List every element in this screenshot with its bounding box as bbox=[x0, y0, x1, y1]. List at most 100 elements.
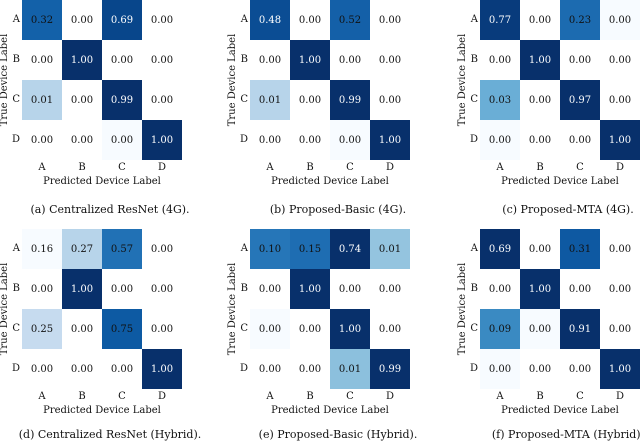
matrix-cell: 0.99 bbox=[102, 80, 142, 120]
matrix-cell: 0.00 bbox=[560, 40, 600, 80]
matrix-cell: 0.69 bbox=[480, 229, 520, 269]
matrix-cell: 0.00 bbox=[520, 349, 560, 389]
matrix-cell: 1.00 bbox=[142, 120, 182, 160]
matrix-cell: 0.00 bbox=[330, 120, 370, 160]
matrix-cell: 0.01 bbox=[370, 229, 410, 269]
matrix-cell: 0.00 bbox=[600, 0, 640, 40]
x-tick-label: D bbox=[157, 162, 167, 173]
matrix-cell: 0.00 bbox=[62, 120, 102, 160]
matrix-cell: 0.52 bbox=[330, 0, 370, 40]
matrix-cell: 0.01 bbox=[330, 349, 370, 389]
matrix-cell: 0.16 bbox=[22, 229, 62, 269]
matrix-cell: 0.00 bbox=[600, 80, 640, 120]
matrix-cell: 0.03 bbox=[480, 80, 520, 120]
subfigure-caption: (f) Proposed-MTA (Hybrid). bbox=[491, 428, 640, 441]
matrix-cell: 0.00 bbox=[600, 309, 640, 349]
y-tick-label: B bbox=[470, 54, 478, 65]
matrix-cell: 0.00 bbox=[142, 269, 182, 309]
matrix-cell: 1.00 bbox=[370, 120, 410, 160]
y-tick-label: C bbox=[240, 323, 248, 334]
confusion-matrix: 0.16 0.27 0.57 0.00 0.00 1.00 0.00 0.00 0.25 0.00… bbox=[22, 229, 182, 389]
matrix-cell: 0.00 bbox=[22, 120, 62, 160]
matrix-cell: 0.00 bbox=[102, 349, 142, 389]
x-tick-label: D bbox=[385, 391, 395, 402]
matrix-cell: 0.00 bbox=[520, 80, 560, 120]
matrix-cell: 0.00 bbox=[250, 349, 290, 389]
matrix-cell: 0.00 bbox=[102, 120, 142, 160]
y-tick-label: C bbox=[240, 94, 248, 105]
x-tick-label: D bbox=[615, 162, 625, 173]
matrix-cell: 0.00 bbox=[520, 0, 560, 40]
y-tick-label: B bbox=[12, 283, 20, 294]
matrix-cell: 0.25 bbox=[22, 309, 62, 349]
matrix-cell: 0.00 bbox=[480, 120, 520, 160]
y-tick-label: C bbox=[470, 94, 478, 105]
y-tick-label: D bbox=[240, 134, 249, 145]
matrix-cell: 0.00 bbox=[290, 349, 330, 389]
matrix-cell: 0.48 bbox=[250, 0, 290, 40]
matrix-cell: 0.00 bbox=[520, 120, 560, 160]
y-tick-label: B bbox=[12, 54, 20, 65]
y-tick-label: D bbox=[470, 134, 479, 145]
matrix-cell: 0.01 bbox=[22, 80, 62, 120]
matrix-cell: 1.00 bbox=[520, 269, 560, 309]
matrix-cell: 1.00 bbox=[330, 309, 370, 349]
matrix-cell: 0.00 bbox=[250, 120, 290, 160]
x-axis-label: Predicted Device Label bbox=[271, 405, 389, 416]
x-tick-label: C bbox=[576, 162, 584, 173]
subfigure-caption: (a) Centralized ResNet (4G). bbox=[30, 203, 190, 216]
y-tick-label: D bbox=[470, 363, 479, 374]
x-tick-label: A bbox=[266, 391, 274, 402]
matrix-cell: 0.10 bbox=[250, 229, 290, 269]
matrix-cell: 0.00 bbox=[22, 349, 62, 389]
matrix-cell: 0.00 bbox=[600, 269, 640, 309]
matrix-cell: 0.00 bbox=[560, 349, 600, 389]
matrix-cell: 0.00 bbox=[142, 80, 182, 120]
matrix-cell: 0.77 bbox=[480, 0, 520, 40]
matrix-cell: 1.00 bbox=[520, 40, 560, 80]
y-tick-label: C bbox=[470, 323, 478, 334]
x-axis-label: Predicted Device Label bbox=[43, 405, 161, 416]
subfigure-caption: (b) Proposed-Basic (4G). bbox=[269, 203, 407, 216]
x-tick-label: A bbox=[266, 162, 274, 173]
x-tick-label: B bbox=[536, 391, 544, 402]
matrix-cell: 1.00 bbox=[290, 40, 330, 80]
x-tick-label: A bbox=[496, 391, 504, 402]
confusion-matrix-panel: 0.32 0.00 0.69 0.00 0.00 1.00 0.00 0.00 0.01 0.00… bbox=[0, 0, 220, 200]
matrix-cell: 0.00 bbox=[290, 0, 330, 40]
matrix-cell: 0.75 bbox=[102, 309, 142, 349]
matrix-cell: 0.00 bbox=[370, 269, 410, 309]
matrix-cell: 0.00 bbox=[142, 40, 182, 80]
x-tick-label: C bbox=[576, 391, 584, 402]
confusion-matrix-panel: 0.77 0.00 0.23 0.00 0.00 1.00 0.00 0.00 0.03 0.00… bbox=[457, 0, 640, 200]
y-tick-label: A bbox=[12, 243, 20, 254]
confusion-matrix: 0.77 0.00 0.23 0.00 0.00 1.00 0.00 0.00 0.03 0.00… bbox=[480, 0, 640, 160]
matrix-cell: 0.00 bbox=[250, 269, 290, 309]
matrix-cell: 0.00 bbox=[370, 309, 410, 349]
matrix-cell: 0.99 bbox=[370, 349, 410, 389]
matrix-cell: 0.69 bbox=[102, 0, 142, 40]
y-tick-label: A bbox=[470, 14, 478, 25]
y-tick-label: D bbox=[12, 134, 21, 145]
y-axis-label: True Device Label bbox=[227, 262, 238, 356]
matrix-cell: 0.00 bbox=[560, 120, 600, 160]
y-tick-label: D bbox=[240, 363, 249, 374]
matrix-cell: 0.00 bbox=[250, 40, 290, 80]
matrix-cell: 0.00 bbox=[600, 229, 640, 269]
y-tick-label: B bbox=[240, 54, 248, 65]
confusion-matrix: 0.48 0.00 0.52 0.00 0.00 1.00 0.00 0.00 0.01 0.00… bbox=[250, 0, 410, 160]
matrix-cell: 0.00 bbox=[102, 269, 142, 309]
confusion-matrix: 0.10 0.15 0.74 0.01 0.00 1.00 0.00 0.00 0.00 0.00… bbox=[250, 229, 410, 389]
matrix-cell: 0.00 bbox=[560, 269, 600, 309]
matrix-cell: 0.32 bbox=[22, 0, 62, 40]
matrix-cell: 0.74 bbox=[330, 229, 370, 269]
subfigure-caption: (d) Centralized ResNet (Hybrid). bbox=[18, 428, 202, 441]
matrix-cell: 0.27 bbox=[62, 229, 102, 269]
matrix-cell: 0.00 bbox=[520, 229, 560, 269]
matrix-cell: 0.00 bbox=[600, 40, 640, 80]
subfigure-caption: (c) Proposed-MTA (4G). bbox=[502, 203, 634, 216]
matrix-cell: 0.00 bbox=[330, 269, 370, 309]
matrix-cell: 0.00 bbox=[62, 309, 102, 349]
x-tick-label: A bbox=[496, 162, 504, 173]
matrix-cell: 0.99 bbox=[330, 80, 370, 120]
